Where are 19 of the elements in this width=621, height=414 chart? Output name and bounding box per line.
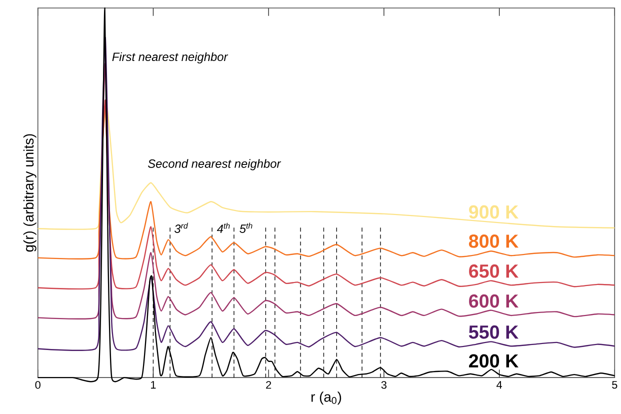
series-label: 800 K: [468, 234, 518, 248]
annotation: 4$^{th}$: [216, 222, 230, 233]
x-tick-label: 2: [266, 380, 272, 388]
x-tick-label: 1: [151, 380, 156, 388]
series-label: 600 K: [469, 294, 518, 308]
series-label: 550 K: [468, 325, 518, 339]
x-tick-label: 4: [496, 380, 502, 388]
series-label: 200 K: [469, 354, 518, 368]
series-label: 900 K: [469, 205, 518, 218]
x-tick-label: 0: [35, 380, 40, 389]
x-axis-title: r (a$_{0}$): [311, 391, 342, 404]
annotation: First nearest neighbor: [112, 52, 228, 64]
annotation: 5$^{th}$: [240, 222, 252, 233]
series-label: 650 K: [469, 264, 518, 278]
x-tick-label: 5: [612, 380, 618, 388]
y-axis-title: g(r) (arbitrary units): [23, 134, 36, 252]
annotation: Second nearest neighbor: [148, 158, 282, 170]
x-tick-label: 3: [381, 380, 386, 389]
annotation: 3$^{rd}$: [174, 222, 188, 233]
